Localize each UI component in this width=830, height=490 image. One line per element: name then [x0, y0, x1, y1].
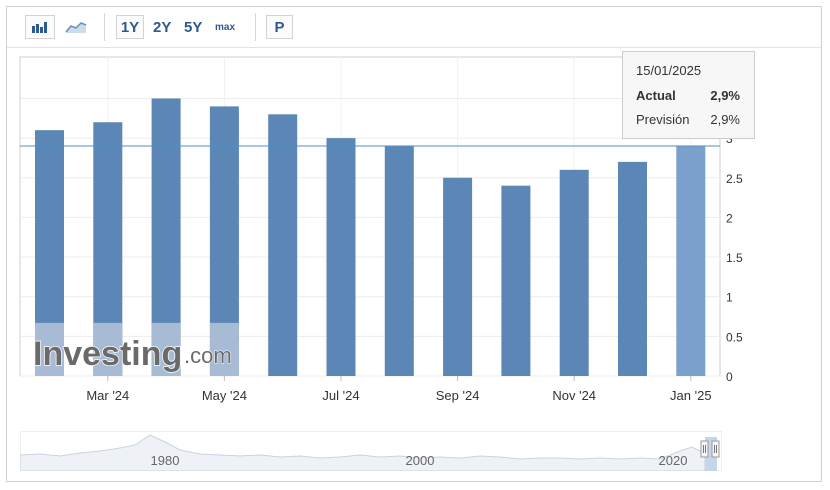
tooltip-date-row: 15/01/2025	[636, 63, 740, 78]
bar-lower-band	[93, 322, 123, 376]
x-tick-label: Mar '24	[86, 388, 129, 403]
x-tick-label: Nov '24	[552, 388, 596, 403]
bar-chart-icon	[32, 22, 47, 33]
y-tick-label: 1	[726, 291, 733, 305]
bar-lower-band	[209, 322, 239, 376]
time-navigator[interactable]: 1980 2000 2020	[19, 430, 723, 472]
bar[interactable]	[676, 146, 706, 376]
y-tick-label: 1.5	[726, 251, 743, 265]
bar[interactable]	[384, 146, 414, 376]
bar[interactable]	[559, 169, 589, 376]
bar-fill	[326, 138, 356, 376]
range-max-label: max	[215, 21, 236, 33]
bar-fill	[618, 161, 647, 376]
range-5y-label: 5Y	[184, 18, 203, 36]
watermark-suffix: .com	[184, 343, 232, 368]
toolbar-divider	[255, 13, 256, 41]
navigator-handle-right[interactable]	[711, 440, 720, 458]
bar-lower-band	[35, 322, 64, 376]
range-2y-button[interactable]: 2Y	[153, 15, 171, 39]
area-chart-button[interactable]	[61, 15, 91, 39]
bar[interactable]	[209, 106, 239, 376]
navigator-label: 2000	[406, 453, 435, 468]
range-1y-button[interactable]: 1Y	[116, 15, 144, 39]
bar-fill	[501, 185, 531, 376]
bar[interactable]	[93, 122, 123, 377]
bar[interactable]	[35, 130, 64, 376]
x-tick-label: May '24	[202, 388, 247, 403]
y-tick-label: 3	[726, 132, 733, 146]
range-2y-label: 2Y	[153, 18, 172, 36]
tooltip-actual-row: Actual 2,9%	[636, 88, 740, 103]
data-tooltip: 15/01/2025 Actual 2,9% Previsión 2,9%	[622, 51, 755, 139]
bar-lower-band	[151, 322, 181, 376]
p-button[interactable]: P	[266, 15, 293, 39]
x-tick-label: Sep '24	[436, 388, 480, 403]
range-5y-button[interactable]: 5Y	[184, 15, 202, 39]
toolbar-divider	[104, 13, 105, 41]
tooltip-actual-value: 2,9%	[710, 88, 740, 103]
bar[interactable]	[151, 98, 181, 376]
y-tick-label: 0.5	[726, 330, 743, 344]
navigator-series	[19, 434, 706, 472]
bar-fill	[559, 169, 589, 376]
bar-fill	[443, 177, 473, 376]
range-max-button[interactable]: max	[215, 15, 235, 39]
bar-fill	[268, 114, 298, 376]
chart-toolbar: 1Y 2Y 5Y max P	[7, 7, 821, 48]
tooltip-date: 15/01/2025	[636, 63, 702, 78]
tooltip-forecast-value: 2,9%	[710, 112, 740, 127]
y-tick-label: 2	[726, 211, 733, 225]
bar-chart-button[interactable]	[25, 15, 55, 39]
bar[interactable]	[501, 185, 531, 376]
watermark-brand: Investing	[33, 335, 182, 373]
range-1y-label: 1Y	[120, 18, 140, 36]
bar-fill	[384, 146, 414, 376]
investing-watermark: Investing .com	[32, 334, 232, 374]
navigator-handle-left[interactable]	[700, 440, 709, 458]
x-tick-label: Jul '24	[322, 388, 359, 403]
tooltip-forecast-label: Previsión	[636, 112, 690, 127]
navigator-label: 2020	[659, 453, 688, 468]
bar[interactable]	[618, 161, 647, 376]
tooltip-actual-label: Actual	[636, 88, 676, 103]
bar[interactable]	[443, 177, 473, 376]
p-label: P	[274, 18, 285, 36]
bar[interactable]	[326, 138, 356, 376]
y-tick-label: 0	[726, 370, 733, 384]
y-tick-label: 2.5	[726, 172, 743, 186]
bar[interactable]	[268, 114, 298, 376]
navigator-svg: 1980 2000 2020	[19, 430, 723, 472]
area-chart-icon	[65, 22, 87, 33]
bar-fill	[676, 146, 706, 376]
plot-border	[19, 56, 721, 377]
navigator-label: 1980	[151, 453, 180, 468]
x-tick-label: Jan '25	[670, 388, 712, 403]
tooltip-forecast-row: Previsión 2,9%	[636, 112, 740, 127]
